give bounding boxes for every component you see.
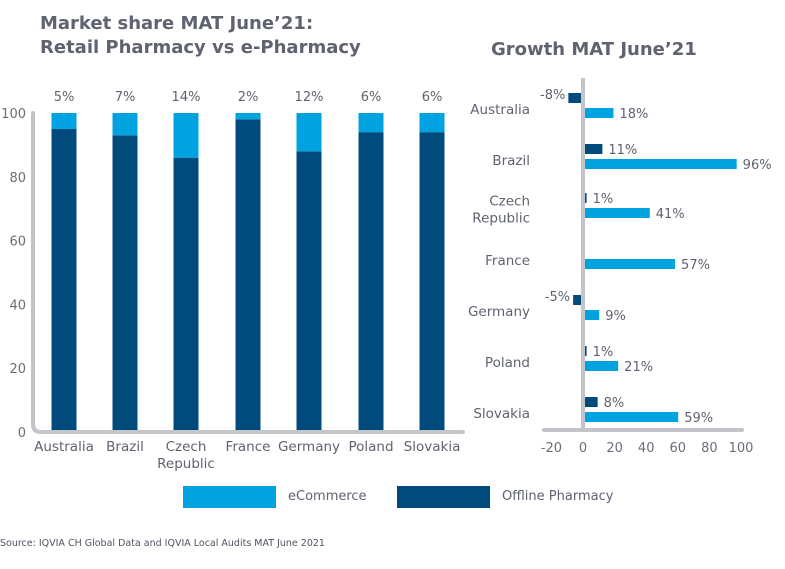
- y-tick-label: 40: [9, 298, 26, 313]
- chart-title-market-share: Market share MAT June’21: Retail Pharmac…: [40, 12, 361, 60]
- y-tick-label: Brazil: [492, 153, 530, 169]
- y-tick-label: 100: [1, 107, 26, 122]
- data-label: 1%: [593, 192, 614, 207]
- bar-offline: [573, 295, 581, 305]
- data-label: 12%: [295, 90, 324, 105]
- x-tick-label: France: [226, 439, 271, 455]
- x-tick-label: 40: [638, 441, 655, 456]
- data-label: 59%: [684, 411, 713, 426]
- legend-swatch-offline: [397, 486, 490, 508]
- bar-offline: [51, 128, 77, 430]
- bar-ecommerce: [585, 361, 619, 371]
- data-label: 21%: [624, 360, 653, 375]
- bar-ecommerce: [419, 113, 445, 133]
- bar-offline: [296, 151, 322, 430]
- data-label: 9%: [605, 309, 626, 324]
- y-tick-label: Australia: [470, 102, 530, 118]
- title-line-1: Market share MAT June’21:: [40, 13, 314, 34]
- legend-label-ecommerce: eCommerce: [288, 489, 367, 504]
- data-label: -8%: [540, 88, 565, 103]
- data-label: 41%: [656, 207, 685, 222]
- data-label: 57%: [681, 258, 710, 273]
- bar-offline: [419, 132, 445, 430]
- x-tick-label: 60: [670, 441, 687, 456]
- bar-ecommerce: [585, 310, 600, 320]
- bar-ecommerce: [585, 259, 676, 269]
- y-tick-label: Czech: [489, 194, 530, 210]
- bar-ecommerce: [585, 208, 650, 218]
- bar-ecommerce: [112, 113, 138, 136]
- data-label: 96%: [743, 158, 772, 173]
- x-tick-label: Poland: [348, 439, 393, 455]
- bar-ecommerce: [358, 113, 384, 133]
- y-tick-label: Republic: [472, 211, 530, 227]
- x-tick-label: 20: [606, 441, 623, 456]
- chart-title-growth: Growth MAT June’21: [491, 39, 697, 60]
- x-tick-label: Republic: [157, 456, 215, 472]
- y-axis-line: [31, 111, 465, 434]
- x-tick-label: Czech: [166, 439, 207, 455]
- bar-ecommerce: [585, 159, 737, 169]
- x-tick-label: Brazil: [106, 439, 144, 455]
- y-tick-label: Slovakia: [473, 406, 530, 422]
- bar-ecommerce: [173, 113, 199, 158]
- data-label: 8%: [604, 396, 625, 411]
- y-tick-label: Germany: [468, 304, 530, 320]
- bar-offline: [585, 346, 587, 356]
- y-tick-label: Poland: [485, 355, 530, 371]
- bar-offline: [235, 119, 261, 430]
- bar-ecommerce: [51, 113, 77, 129]
- legend-label-offline: Offline Pharmacy: [502, 489, 614, 504]
- x-tick-label: Australia: [34, 439, 94, 455]
- bar-ecommerce: [585, 108, 614, 118]
- bar-offline: [585, 397, 598, 407]
- bar-offline: [358, 132, 384, 430]
- data-label: -5%: [545, 290, 570, 305]
- bar-ecommerce: [296, 113, 322, 152]
- bar-ecommerce: [235, 113, 261, 120]
- data-label: 1%: [593, 345, 614, 360]
- source-note: Source: IQVIA CH Global Data and IQVIA L…: [0, 538, 325, 549]
- data-label: 18%: [619, 107, 648, 122]
- data-label: 2%: [238, 90, 259, 105]
- data-label: 7%: [115, 90, 136, 105]
- data-label: 5%: [54, 90, 75, 105]
- bar-offline: [585, 144, 603, 154]
- x-tick-label: 0: [579, 441, 587, 456]
- x-tick-label: 100: [729, 441, 754, 456]
- y-tick-label: 80: [9, 171, 26, 186]
- bar-offline: [585, 193, 587, 203]
- x-tick-label: -20: [541, 441, 562, 456]
- data-label: 6%: [422, 90, 443, 105]
- y-tick-label: 0: [18, 426, 26, 441]
- data-label: 11%: [608, 143, 637, 158]
- x-tick-label: 80: [701, 441, 718, 456]
- bar-offline: [173, 157, 199, 430]
- bar-offline: [568, 93, 581, 103]
- y-tick-label: 20: [9, 362, 26, 377]
- bar-offline: [112, 135, 138, 430]
- y-tick-label: 60: [9, 235, 26, 250]
- data-label: 14%: [172, 90, 201, 105]
- data-label: 6%: [361, 90, 382, 105]
- legend-swatch-ecommerce: [183, 486, 276, 508]
- title-line-2: Retail Pharmacy vs e-Pharmacy: [40, 37, 361, 58]
- y-tick-label: France: [485, 253, 530, 269]
- x-tick-label: Slovakia: [404, 439, 461, 455]
- bar-ecommerce: [585, 412, 679, 422]
- x-tick-label: Germany: [278, 439, 340, 455]
